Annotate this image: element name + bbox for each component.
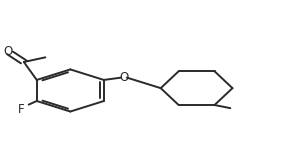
Text: O: O: [119, 71, 129, 84]
Text: F: F: [18, 103, 24, 116]
Text: O: O: [3, 45, 12, 58]
